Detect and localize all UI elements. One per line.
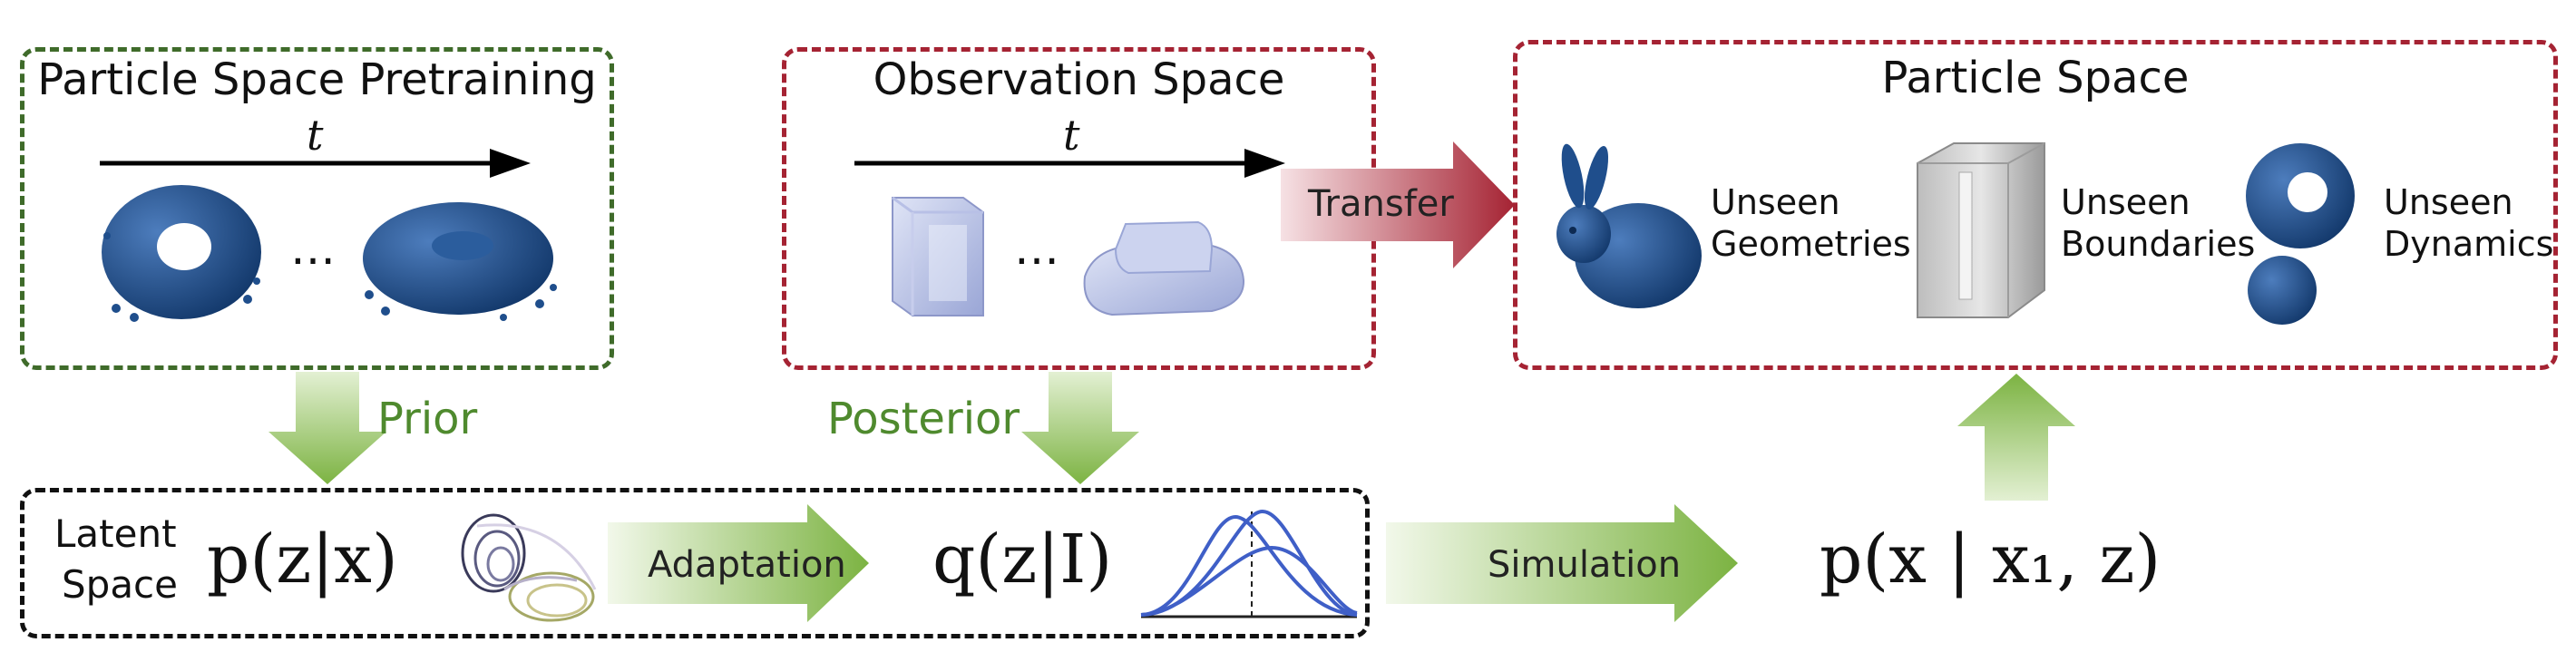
latent-label-line1: Latent: [54, 511, 177, 556]
boundary-box-icon: [1917, 142, 2045, 318]
unseen-boundaries-line2: Boundaries: [2061, 224, 2256, 264]
prior-arrow: [268, 372, 386, 484]
ellipsis-pretraining: …: [290, 222, 336, 275]
time-arrow-pretraining: [100, 149, 531, 178]
time-symbol-pretraining: t: [307, 111, 324, 160]
unseen-boundaries-line1: Unseen: [2061, 182, 2191, 222]
particle-torus-blob-left: [102, 185, 261, 322]
posterior-equation: q(z|I): [932, 521, 1113, 599]
particle-torus-blob-right: [363, 202, 557, 321]
transfer-label: Transfer: [1308, 183, 1454, 225]
latent-label-line2: Space: [62, 562, 178, 607]
lorenz-attractor-icon: [461, 513, 597, 622]
bunny-particles-icon: [1556, 143, 1702, 308]
simulation-equation: p(x | x₁, z): [1820, 521, 2161, 599]
jelly-deformed-icon: [1083, 220, 1245, 316]
unseen-dynamics-line1: Unseen: [2384, 182, 2513, 222]
prior-label: Prior: [377, 394, 478, 444]
posterior-arrow: [1021, 372, 1139, 484]
pretraining-panel: [20, 47, 614, 370]
transfer-arrow: [1281, 141, 1515, 268]
simulation-label: Simulation: [1488, 544, 1682, 586]
latent-space-panel: [20, 488, 1370, 638]
adaptation-label: Adaptation: [648, 544, 846, 586]
particle-space-panel: [1513, 40, 2558, 370]
time-symbol-observation: t: [1063, 111, 1080, 160]
posterior-label: Posterior: [827, 394, 1020, 444]
jelly-cube-icon: [892, 196, 984, 316]
pretraining-title: Particle Space Pretraining: [37, 54, 597, 105]
unseen-dynamics-line2: Dynamics: [2384, 224, 2554, 264]
time-arrow-observation: [854, 149, 1285, 178]
unseen-geometries-line1: Unseen: [1711, 182, 1840, 222]
unseen-geometries-line2: Geometries: [1711, 224, 1911, 264]
simulation-arrow: [1386, 504, 1738, 622]
torus-sphere-particles-icon: [2246, 143, 2355, 325]
simulation-up-arrow: [1957, 374, 2075, 501]
gaussian-curves-icon: [1140, 509, 1358, 618]
adaptation-arrow: [608, 504, 869, 622]
particle-space-title: Particle Space: [1881, 53, 2190, 103]
prior-equation: p(z|x): [207, 521, 398, 599]
ellipsis-observation: …: [1014, 222, 1059, 275]
observation-title: Observation Space: [873, 54, 1285, 105]
